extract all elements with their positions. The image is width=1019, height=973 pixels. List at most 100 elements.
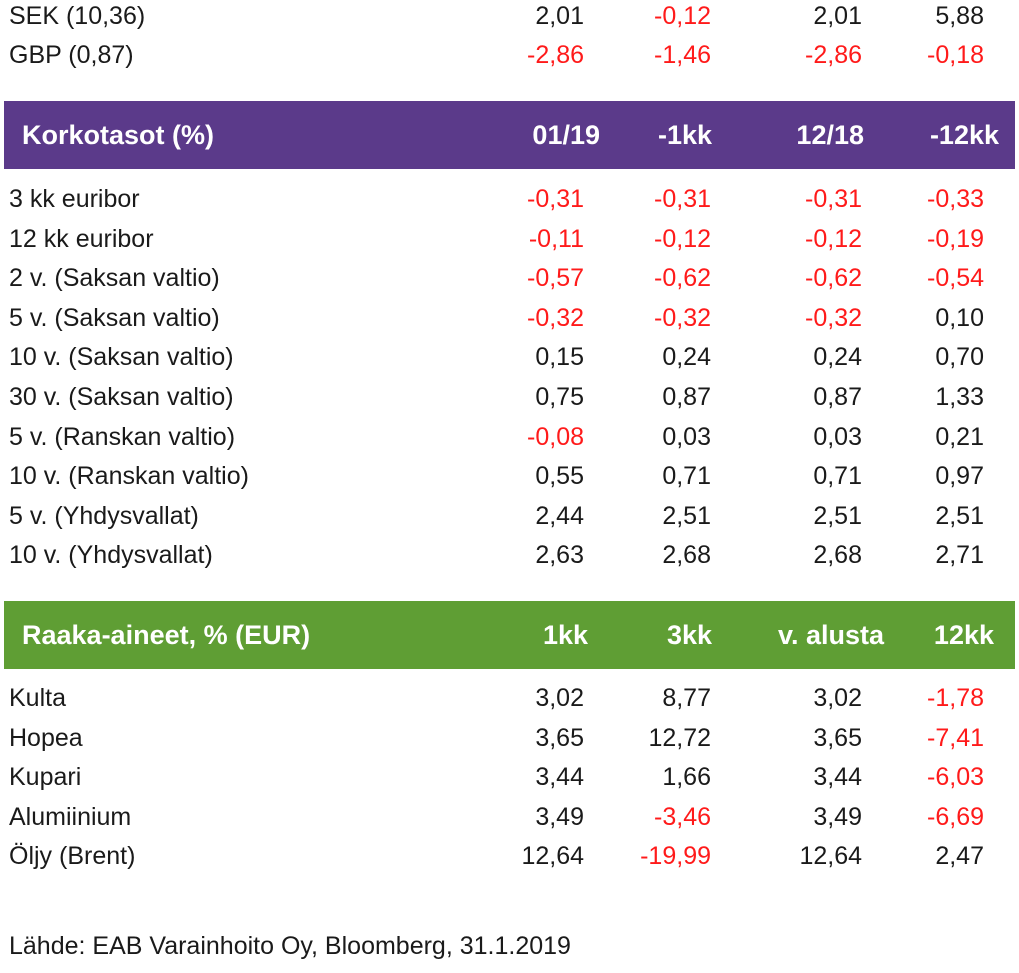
table-row: 10 v. (Saksan valtio) 0,15 0,24 0,24 0,70 <box>0 337 1019 377</box>
value-cell: 2,51 <box>662 501 711 530</box>
value-cell: 0,71 <box>662 462 711 491</box>
value-cell: 1,66 <box>662 763 711 792</box>
table-row: 3 kk euribor -0,31 -0,31 -0,31 -0,33 <box>0 179 1019 219</box>
value-cell: 2,01 <box>535 2 584 30</box>
row-label: Öljy (Brent) <box>9 842 136 871</box>
value-cell: 3,02 <box>813 684 862 712</box>
value-cell: -1,46 <box>654 41 711 69</box>
value-cell: 0,24 <box>813 343 862 372</box>
table-row: 30 v. (Saksan valtio) 0,75 0,87 0,87 1,33 <box>0 377 1019 417</box>
value-cell: 3,44 <box>535 763 584 792</box>
value-cell: 2,63 <box>535 541 584 570</box>
value-cell: -2,86 <box>527 41 584 69</box>
value-cell: -0,62 <box>654 264 711 293</box>
value-cell: -0,12 <box>805 224 862 253</box>
table-row: 10 v. (Yhdysvallat) 2,63 2,68 2,68 2,71 <box>0 535 1019 575</box>
value-cell: -0,12 <box>654 2 711 30</box>
value-cell: 0,87 <box>813 383 862 411</box>
row-label: Alumiinium <box>9 802 132 831</box>
table-row: 5 v. (Saksan valtio) -0,32 -0,32 -0,32 0,10 <box>0 298 1019 338</box>
rates-header-col-3: 12/18 <box>796 120 864 150</box>
row-label: 30 v. (Saksan valtio) <box>9 383 234 411</box>
value-cell: -6,69 <box>927 802 984 831</box>
value-cell: -0,57 <box>527 264 584 293</box>
row-label: 12 kk euribor <box>9 224 154 253</box>
commodities-header-col-3: v. alusta <box>777 620 884 650</box>
table-row: 2 v. (Saksan valtio) -0,57 -0,62 -0,62 -0,54 <box>0 258 1019 298</box>
row-label: 5 v. (Saksan valtio) <box>9 303 220 332</box>
value-cell: 0,97 <box>935 462 984 491</box>
rates-header-band: Korkotasot (%) 01/19 -1kk 12/18 -12kk <box>4 101 1015 169</box>
value-cell: 3,02 <box>535 684 584 712</box>
value-cell: 2,47 <box>935 842 984 871</box>
value-cell: 12,64 <box>521 842 584 871</box>
value-cell: 0,70 <box>935 343 984 372</box>
row-label: 10 v. (Saksan valtio) <box>9 343 234 372</box>
value-cell: 0,03 <box>813 422 862 451</box>
value-cell: 0,21 <box>935 422 984 451</box>
value-cell: 3,44 <box>813 763 862 792</box>
rates-header-col-2: -1kk <box>657 120 712 150</box>
row-label: 2 v. (Saksan valtio) <box>9 264 220 293</box>
table-row: SEK (10,36) 2,01 -0,12 2,01 5,88 <box>0 0 1019 36</box>
value-cell: 2,44 <box>535 501 584 530</box>
table-row: Kulta 3,02 8,77 3,02 -1,78 <box>0 678 1019 718</box>
row-label: Kulta <box>9 684 66 712</box>
table-row: 12 kk euribor -0,11 -0,12 -0,12 -0,19 <box>0 219 1019 259</box>
value-cell: -0,62 <box>805 264 862 293</box>
value-cell: 0,15 <box>535 343 584 372</box>
commodities-header-col-2: 3kk <box>666 620 712 650</box>
table-row: GBP (0,87) -2,86 -1,46 -2,86 -0,18 <box>0 35 1019 75</box>
value-cell: -2,86 <box>805 41 862 69</box>
value-cell: -1,78 <box>927 684 984 712</box>
value-cell: -0,12 <box>654 224 711 253</box>
value-cell: -0,32 <box>805 303 862 332</box>
value-cell: 3,49 <box>813 802 862 831</box>
value-cell: 12,72 <box>648 723 711 752</box>
value-cell: 0,03 <box>662 422 711 451</box>
value-cell: 0,55 <box>535 462 584 491</box>
rates-header-col-1: 01/19 <box>532 120 600 150</box>
rates-section-title: Korkotasot (%) <box>22 120 215 150</box>
table-row: 5 v. (Yhdysvallat) 2,44 2,51 2,51 2,51 <box>0 496 1019 536</box>
value-cell: -0,32 <box>654 303 711 332</box>
row-label: 3 kk euribor <box>9 185 140 213</box>
value-cell: -0,32 <box>527 303 584 332</box>
value-cell: -0,11 <box>528 224 584 253</box>
value-cell: 2,51 <box>813 501 862 530</box>
value-cell: 2,71 <box>935 541 984 570</box>
value-cell: -0,19 <box>927 224 984 253</box>
table-row: Hopea 3,65 12,72 3,65 -7,41 <box>0 718 1019 758</box>
value-cell: -7,41 <box>927 723 984 752</box>
value-cell: -0,31 <box>654 185 711 213</box>
value-cell: -3,46 <box>654 802 711 831</box>
value-cell: 0,10 <box>935 303 984 332</box>
value-cell: -0,08 <box>527 422 584 451</box>
commodities-section-title: Raaka-aineet, % (EUR) <box>22 620 311 650</box>
row-label: Kupari <box>9 763 82 792</box>
value-cell: -6,03 <box>927 763 984 792</box>
source-note: Lähde: EAB Varainhoito Oy, Bloomberg, 31… <box>9 932 571 960</box>
rates-header-col-4: -12kk <box>929 120 999 150</box>
value-cell: 2,51 <box>935 501 984 530</box>
row-label: 10 v. (Ranskan valtio) <box>9 462 249 491</box>
value-cell: 2,68 <box>662 541 711 570</box>
value-cell: -0,18 <box>927 41 984 69</box>
value-cell: 2,68 <box>813 541 862 570</box>
value-cell: -0,31 <box>527 185 584 213</box>
value-cell: -0,31 <box>805 185 862 213</box>
value-cell: 5,88 <box>935 2 984 30</box>
commodities-header-col-4: 12kk <box>933 620 994 650</box>
value-cell: 0,87 <box>662 383 711 411</box>
value-cell: 3,65 <box>813 723 862 752</box>
table-row: Alumiinium 3,49 -3,46 3,49 -6,69 <box>0 797 1019 837</box>
row-label: GBP (0,87) <box>9 41 134 69</box>
row-label: 5 v. (Yhdysvallat) <box>9 501 199 530</box>
value-cell: 1,33 <box>935 383 984 411</box>
table-row: 5 v. (Ranskan valtio) -0,08 0,03 0,03 0,21 <box>0 417 1019 457</box>
value-cell: 0,71 <box>813 462 862 491</box>
row-label: SEK (10,36) <box>9 2 146 30</box>
commodities-header-col-1: 1kk <box>542 620 588 650</box>
table-row: 10 v. (Ranskan valtio) 0,55 0,71 0,71 0,97 <box>0 456 1019 496</box>
value-cell: 0,24 <box>662 343 711 372</box>
